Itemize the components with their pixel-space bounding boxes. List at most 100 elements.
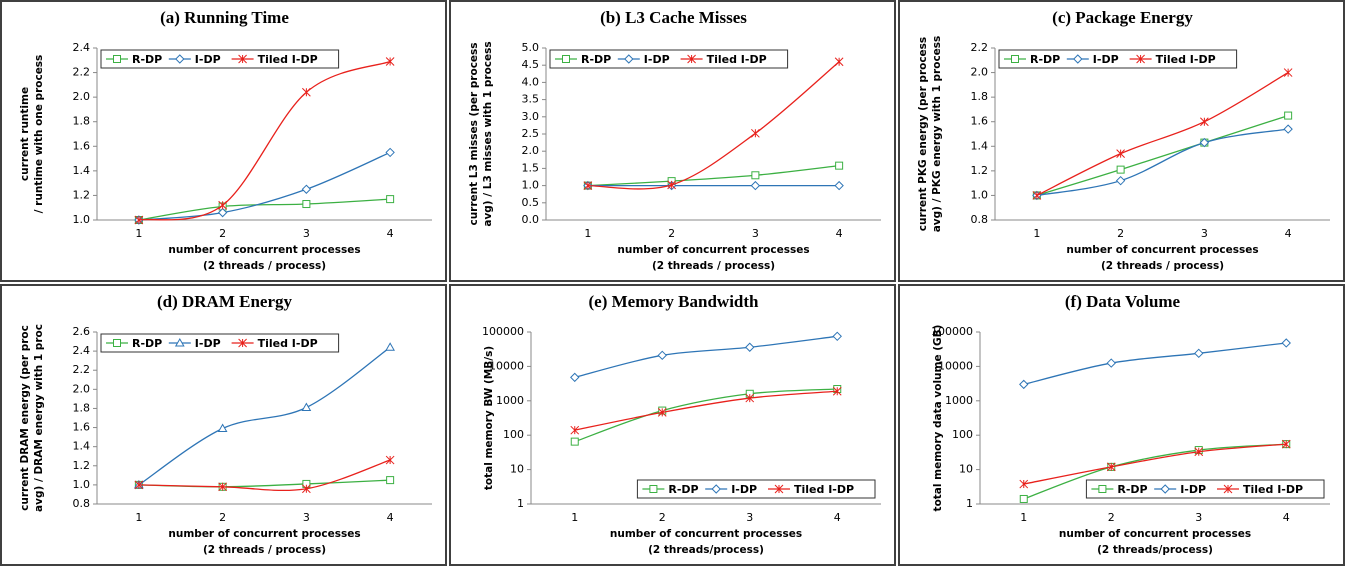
y-tick-label: 1.0 [73,478,91,491]
y-tick-label: 1.4 [73,164,91,177]
x-axis-label: number of concurrent processes [617,244,809,256]
y-tick-label: 1.0 [522,179,540,192]
y-tick-label: 1.2 [73,188,91,201]
legend-label: I-DP [1180,483,1206,496]
marker [570,437,579,446]
legend-marker [174,337,185,347]
y-tick-label: 0.8 [971,213,989,226]
legend-marker [175,54,185,64]
y-axis-label: total memory data volume (GB) [932,325,944,512]
legend-label: R-DP [581,53,611,66]
marker [386,476,395,485]
data-line [1023,443,1287,500]
marker [1032,191,1042,200]
panel: (c) Package Energy 0.8 1.0 1.2 1.4 1.6 1.8 2.0 2… [898,0,1345,282]
x-tick-label: 3 [303,227,310,240]
y-tick-label: 1.8 [73,115,91,128]
legend-label: R-DP [668,483,698,496]
marker [1199,137,1210,148]
marker [1019,479,1029,489]
panel: (e) Memory Bandwidth 1 10 100 1000 10000 10000… [449,284,896,566]
x-axis-label: number of concurrent processes [168,528,360,540]
x-tick-label: 1 [1033,227,1040,240]
y-tick-label: 1.4 [73,440,91,453]
chart-title: (b) L3 Cache Misses [600,8,747,27]
y-tick-label: 2.0 [522,144,540,157]
legend-label: Tiled I-DP [258,53,318,66]
legend-marker [687,54,696,64]
data-line [138,151,391,221]
x-tick-label: 2 [659,511,666,524]
legend-marker [711,484,721,494]
legend: R-DP I-DP Tiled I-DP [998,49,1238,69]
y-tick-label: 1.0 [971,188,989,201]
panel-border [898,0,1345,282]
legend-marker [113,339,121,347]
y-tick-label: 0.8 [73,497,91,510]
y-tick-label: 2.0 [73,90,91,103]
chart-title: (d) DRAM Energy [157,292,293,311]
legend-marker [238,338,247,348]
x-tick-label: 4 [387,511,394,524]
x-tick-label: 3 [1195,511,1202,524]
marker [134,480,144,490]
legend-label: Tiled I-DP [707,53,767,66]
marker [657,350,667,361]
marker [386,195,395,204]
marker [1116,149,1125,159]
chart-title: (f) Data Volume [1065,292,1181,311]
x-tick-label: 4 [1285,227,1292,240]
data-line [587,165,840,187]
y-tick-label: 2.2 [73,66,91,79]
marker [1106,358,1116,368]
data-line [138,60,391,221]
x-tick-label: 1 [135,227,142,240]
x-axis-label: (2 threads / process) [203,260,326,272]
y-tick-label: 2.2 [73,363,91,376]
y-tick-label: 2.5 [522,127,540,140]
y-tick-label: 3.0 [522,110,540,123]
legend-label: I-DP [195,337,221,350]
legend-label: I-DP [1093,53,1119,66]
marker [745,393,755,403]
marker [385,342,395,351]
legend: R-DP I-DP Tiled I-DP [1085,479,1325,499]
marker [1194,447,1204,457]
data-line [1023,342,1287,386]
panel-border [449,284,896,566]
marker [835,161,844,170]
legend-marker [238,54,247,64]
marker [570,372,580,383]
y-axis-label: total memory BW (MB/s) [483,346,495,490]
x-tick-label: 2 [1117,227,1124,240]
legend-box [998,49,1238,69]
x-tick-label: 4 [1283,511,1290,524]
x-tick-label: 3 [1201,227,1208,240]
x-axis-label: (2 threads / process) [203,544,326,556]
y-tick-label: 100000 [482,325,524,338]
y-axis-label: avg) / PKG energy with 1 process [931,36,943,233]
marker [751,171,760,180]
marker [1019,379,1029,390]
x-tick-label: 2 [1108,511,1115,524]
y-tick-label: 10000 [489,359,524,372]
y-tick-label: 10 [510,463,524,476]
x-axis-label: number of concurrent processes [1066,244,1258,256]
data-line [138,346,391,486]
chart-title: (e) Memory Bandwidth [589,292,760,311]
y-tick-label: 1 [966,497,973,510]
panel-border [449,0,896,282]
marker [134,215,144,225]
legend-marker [1098,485,1107,493]
y-tick-label: 5.0 [522,41,540,54]
legend-marker [113,55,121,63]
marker [385,455,395,465]
marker [832,386,842,396]
data-line [574,335,838,378]
legend-marker [1073,54,1083,64]
y-tick-label: 1.6 [73,139,91,152]
marker [1116,165,1125,174]
x-tick-label: 1 [135,511,142,524]
x-tick-label: 4 [834,511,841,524]
